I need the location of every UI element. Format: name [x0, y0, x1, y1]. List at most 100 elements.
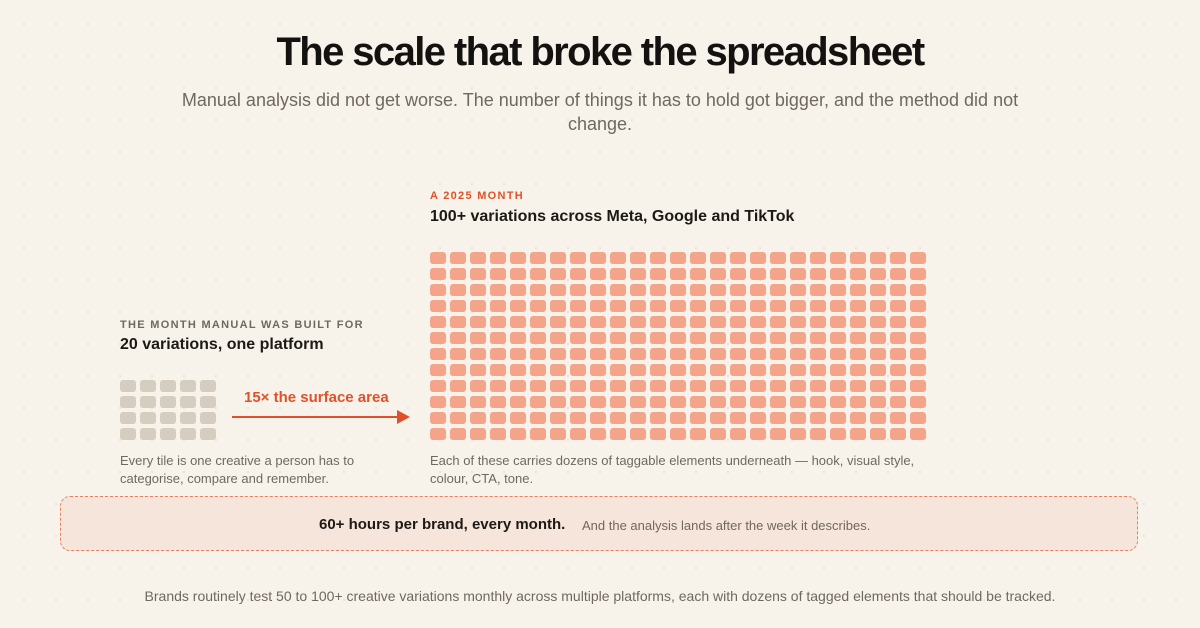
creative-tile — [850, 284, 866, 296]
creative-tile — [550, 364, 566, 376]
creative-tile — [770, 284, 786, 296]
creative-tile — [570, 268, 586, 280]
creative-tile — [590, 300, 606, 312]
creative-tile — [490, 284, 506, 296]
creative-tile — [430, 300, 446, 312]
creative-tile — [870, 316, 886, 328]
creative-tile — [610, 396, 626, 408]
creative-tile — [790, 268, 806, 280]
creative-tile — [670, 428, 686, 440]
creative-tile — [730, 428, 746, 440]
creative-tile — [450, 348, 466, 360]
creative-tile — [810, 364, 826, 376]
creative-tile — [590, 252, 606, 264]
creative-tile — [810, 252, 826, 264]
creative-tile — [490, 396, 506, 408]
creative-tile — [590, 348, 606, 360]
creative-tile — [830, 428, 846, 440]
creative-tile — [590, 412, 606, 424]
creative-tile — [590, 332, 606, 344]
creative-tile — [770, 380, 786, 392]
creative-tile — [670, 316, 686, 328]
creative-tile — [810, 300, 826, 312]
creative-tile — [450, 300, 466, 312]
creative-tile — [630, 284, 646, 296]
creative-tile — [730, 284, 746, 296]
creative-tile — [870, 300, 886, 312]
creative-tile — [590, 364, 606, 376]
creative-tile — [180, 396, 196, 408]
creative-tile — [910, 332, 926, 344]
creative-tile — [750, 396, 766, 408]
creative-tile — [650, 268, 666, 280]
creative-tile — [590, 380, 606, 392]
creative-tile — [910, 316, 926, 328]
creative-tile — [750, 428, 766, 440]
creative-tile — [450, 332, 466, 344]
creative-tile — [530, 268, 546, 280]
creative-tile — [830, 316, 846, 328]
creative-tile — [490, 252, 506, 264]
arrow-label: 15× the surface area — [244, 389, 389, 406]
creative-tile — [890, 364, 906, 376]
creative-tile — [570, 332, 586, 344]
before-caption: Every tile is one creative a person has … — [120, 453, 355, 486]
creative-tile — [830, 348, 846, 360]
creative-tile — [850, 316, 866, 328]
creative-tile — [450, 428, 466, 440]
creative-tile — [870, 252, 886, 264]
creative-tile — [830, 380, 846, 392]
creative-tile — [570, 412, 586, 424]
creative-tile — [850, 252, 866, 264]
creative-tile — [730, 412, 746, 424]
creative-tile — [450, 284, 466, 296]
creative-tile — [850, 348, 866, 360]
creative-tile — [470, 316, 486, 328]
creative-tile — [910, 364, 926, 376]
creative-tile — [630, 316, 646, 328]
creative-tile — [450, 380, 466, 392]
creative-tile — [690, 348, 706, 360]
creative-tile — [830, 364, 846, 376]
creative-tile — [470, 396, 486, 408]
creative-tile — [200, 428, 216, 440]
creative-tile — [850, 300, 866, 312]
creative-tile — [790, 316, 806, 328]
creative-tile — [570, 396, 586, 408]
creative-tile — [650, 412, 666, 424]
creative-tile — [550, 284, 566, 296]
creative-tile — [590, 428, 606, 440]
creative-tile — [870, 380, 886, 392]
creative-tile — [910, 300, 926, 312]
creative-tile — [430, 396, 446, 408]
creative-tile — [510, 268, 526, 280]
creative-tile — [550, 300, 566, 312]
creative-tile — [160, 412, 176, 424]
creative-tile — [870, 428, 886, 440]
creative-tile — [450, 412, 466, 424]
creative-tile — [690, 396, 706, 408]
creative-tile — [140, 396, 156, 408]
creative-tile — [510, 428, 526, 440]
creative-tile — [730, 268, 746, 280]
hours-banner: 60+ hours per brand, every month. And th… — [60, 496, 1138, 551]
creative-tile — [180, 412, 196, 424]
creative-tile — [830, 396, 846, 408]
creative-tile — [470, 332, 486, 344]
before-tile-grid — [120, 380, 216, 440]
creative-tile — [850, 396, 866, 408]
creative-tile — [650, 284, 666, 296]
creative-tile — [470, 380, 486, 392]
creative-tile — [650, 252, 666, 264]
creative-tile — [570, 300, 586, 312]
creative-tile — [810, 380, 826, 392]
after-caption: Each of these carries dozens of taggable… — [430, 453, 915, 486]
creative-tile — [610, 380, 626, 392]
creative-tile — [610, 316, 626, 328]
creative-tile — [490, 316, 506, 328]
page-title: The scale that broke the spreadsheet — [276, 30, 925, 74]
creative-tile — [890, 284, 906, 296]
creative-tile — [750, 252, 766, 264]
creative-tile — [650, 428, 666, 440]
creative-tile — [670, 364, 686, 376]
